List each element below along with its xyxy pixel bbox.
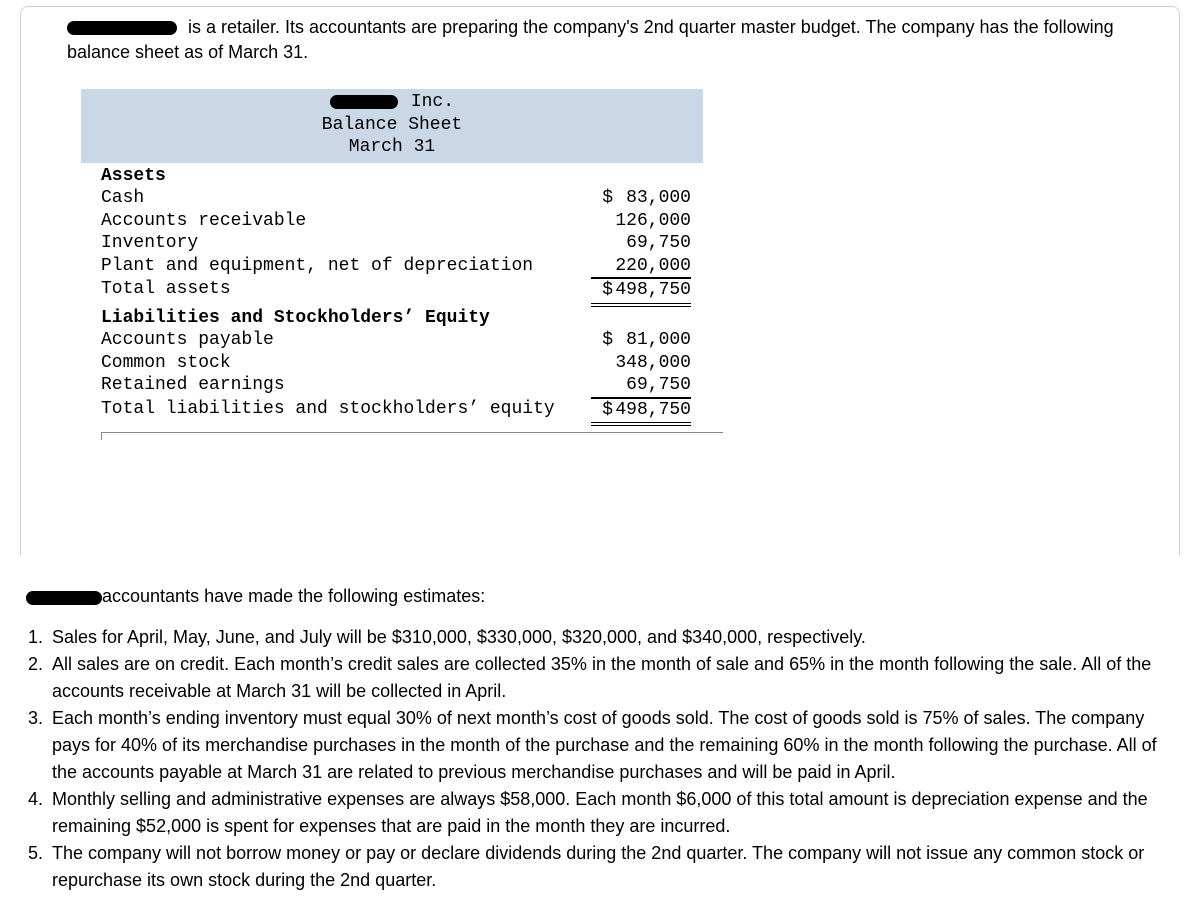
empty-val bbox=[591, 165, 691, 188]
row-total-le: Total liabilities and stockholders’ equi… bbox=[81, 398, 703, 427]
estimate-item-5: The company will not borrow money or pay… bbox=[48, 840, 1180, 894]
balance-sheet-header: Inc. Balance Sheet March 31 bbox=[81, 89, 703, 163]
estimates-list: Sales for April, May, June, and July wil… bbox=[20, 624, 1180, 894]
label-ppe: Plant and equipment, net of depreciation bbox=[81, 255, 591, 279]
num-inventory: 69,750 bbox=[613, 232, 691, 255]
label-inventory: Inventory bbox=[81, 232, 591, 255]
row-inventory: Inventory 69,750 bbox=[81, 232, 703, 255]
cur-cash: $ bbox=[602, 187, 613, 210]
scroll-corner-mark bbox=[101, 432, 723, 440]
val-re: 69,750 bbox=[591, 374, 691, 398]
sheet-title: Balance Sheet bbox=[81, 114, 703, 137]
page: is a retailer. Its accountants are prepa… bbox=[0, 0, 1200, 904]
val-ppe: 220,000 bbox=[591, 255, 691, 279]
row-re: Retained earnings 69,750 bbox=[81, 374, 703, 398]
redaction-company-name bbox=[67, 21, 177, 35]
balance-sheet: Inc. Balance Sheet March 31 Assets Cash … bbox=[81, 89, 1161, 440]
redaction-company-small bbox=[330, 95, 398, 109]
row-total-assets: Total assets $498,750 bbox=[81, 278, 703, 307]
question-panel: is a retailer. Its accountants are prepa… bbox=[20, 6, 1180, 556]
intro-paragraph: is a retailer. Its accountants are prepa… bbox=[39, 15, 1161, 65]
label-re: Retained earnings bbox=[81, 374, 591, 398]
num-ppe: 220,000 bbox=[613, 255, 691, 278]
row-cs: Common stock 348,000 bbox=[81, 352, 703, 375]
row-ar: Accounts receivable 126,000 bbox=[81, 210, 703, 233]
liab-heading: Liabilities and Stockholders’ Equity bbox=[81, 307, 591, 330]
intro-text: is a retailer. Its accountants are prepa… bbox=[67, 17, 1114, 62]
estimates-intro: accountants have made the following esti… bbox=[20, 584, 1180, 609]
label-total-assets: Total assets bbox=[81, 278, 591, 307]
redaction-accountants bbox=[26, 591, 102, 605]
liab-heading-row: Liabilities and Stockholders’ Equity bbox=[81, 307, 703, 330]
val-total-assets: $498,750 bbox=[591, 278, 691, 307]
cur-total-assets: $ bbox=[602, 279, 613, 302]
num-total-assets: 498,750 bbox=[613, 279, 691, 302]
balance-sheet-body: Assets Cash $ 83,000 Accounts receivable… bbox=[81, 163, 703, 441]
num-ap: 81,000 bbox=[613, 329, 691, 352]
empty-val-2 bbox=[591, 307, 691, 330]
estimate-item-2: All sales are on credit. Each month’s cr… bbox=[48, 651, 1180, 705]
cur-total-le: $ bbox=[602, 399, 613, 422]
val-inventory: 69,750 bbox=[591, 232, 691, 255]
num-cash: 83,000 bbox=[613, 187, 691, 210]
sheet-date: March 31 bbox=[81, 136, 703, 159]
label-cs: Common stock bbox=[81, 352, 591, 375]
estimate-item-4: Monthly selling and administrative expen… bbox=[48, 786, 1180, 840]
num-re: 69,750 bbox=[613, 374, 691, 397]
val-ap: $ 81,000 bbox=[591, 329, 691, 352]
assets-heading: Assets bbox=[81, 165, 591, 188]
label-ar: Accounts receivable bbox=[81, 210, 591, 233]
estimates-intro-text: accountants have made the following esti… bbox=[102, 586, 485, 606]
company-suffix: Inc. bbox=[400, 92, 454, 112]
val-cs: 348,000 bbox=[591, 352, 691, 375]
cur-ap: $ bbox=[602, 329, 613, 352]
estimate-item-3: Each month’s ending inventory must equal… bbox=[48, 705, 1180, 786]
num-cs: 348,000 bbox=[613, 352, 691, 375]
val-ar: 126,000 bbox=[591, 210, 691, 233]
label-total-le: Total liabilities and stockholders’ equi… bbox=[81, 398, 591, 427]
estimate-item-1: Sales for April, May, June, and July wil… bbox=[48, 624, 1180, 651]
row-ap: Accounts payable $ 81,000 bbox=[81, 329, 703, 352]
num-ar: 126,000 bbox=[613, 210, 691, 233]
row-cash: Cash $ 83,000 bbox=[81, 187, 703, 210]
val-cash: $ 83,000 bbox=[591, 187, 691, 210]
row-ppe: Plant and equipment, net of depreciation… bbox=[81, 255, 703, 279]
num-total-le: 498,750 bbox=[613, 399, 691, 422]
val-total-le: $498,750 bbox=[591, 398, 691, 427]
company-line: Inc. bbox=[81, 91, 703, 114]
label-cash: Cash bbox=[81, 187, 591, 210]
assets-heading-row: Assets bbox=[81, 165, 703, 188]
label-ap: Accounts payable bbox=[81, 329, 591, 352]
